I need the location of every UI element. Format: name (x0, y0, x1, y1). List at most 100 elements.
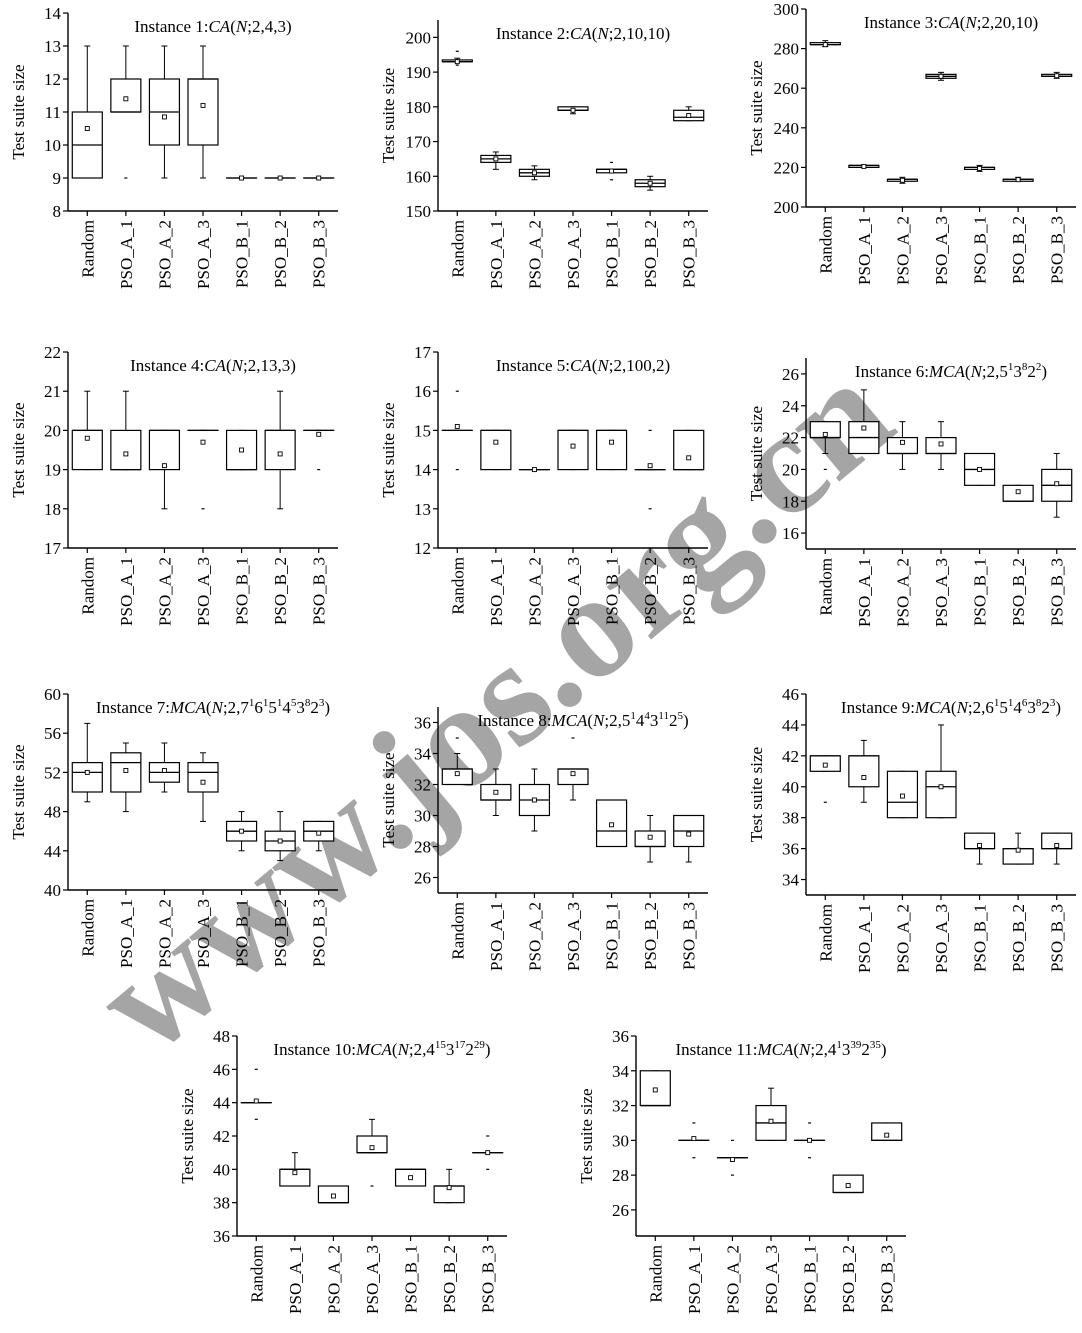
y-axis-label: Test suite size (178, 1088, 197, 1183)
chart-title: Instance 1:CA(N;2,4,3) (134, 17, 291, 36)
x-tick-label: PSO_B_2 (641, 902, 660, 970)
y-tick-label: 36 (782, 840, 799, 859)
box-PSO_B_2: PSO_B_2 (1002, 484, 1034, 626)
iqr-box (71, 761, 103, 793)
mean-marker (239, 447, 245, 453)
x-tick-label: PSO_A_3 (564, 557, 583, 626)
box-PSO_A_1: PSO_A_1 (480, 768, 512, 971)
x-tick-label: PSO_A_3 (363, 1245, 382, 1314)
y-tick-label: 36 (612, 1027, 629, 1046)
box-PSO_B_2: PSO_B_2 (264, 811, 296, 967)
box-PSO_A_2: PSO_A_2 (148, 429, 181, 626)
x-tick-label: PSO_A_1 (487, 220, 506, 289)
x-tick-label: PSO_A_3 (932, 558, 951, 627)
y-tick-label: 34 (782, 871, 800, 890)
chart-title: Instance 11:MCA(N;2,41​339​235​) (675, 1039, 886, 1059)
y-tick-label: 150 (406, 202, 432, 221)
box-Random: Random (441, 737, 473, 960)
mean-marker (1015, 489, 1021, 495)
panel-10: 36 38 40 42 44 46 48 Test suite size Instance 10… (178, 1027, 507, 1314)
box-PSO_A_3: PSO_A_3 (925, 71, 957, 285)
box-PSO_B_1: PSO_B_1 (963, 164, 996, 284)
mean-marker (1015, 177, 1021, 183)
box-PSO_A_1: PSO_A_1 (110, 45, 142, 289)
y-tick-label: 36 (414, 714, 431, 733)
mean-marker (239, 175, 245, 181)
x-tick-label: PSO_B_2 (641, 557, 660, 625)
box-PSO_B_2: PSO_B_2 (634, 815, 666, 970)
y-tick-label: 13 (414, 500, 431, 519)
x-tick-label: PSO_A_2 (525, 220, 544, 289)
y-tick-label: 26 (612, 1201, 629, 1220)
x-tick-label: PSO_A_3 (564, 220, 583, 289)
mean-marker (652, 1087, 658, 1093)
y-tick-label: 32 (414, 776, 431, 795)
x-tick-label: PSO_B_3 (1048, 558, 1067, 626)
box-PSO_A_2: PSO_A_2 (518, 467, 551, 626)
mean-marker (1054, 481, 1060, 487)
y-axis-label: Test suite size (747, 747, 766, 842)
y-tick-label: 60 (44, 685, 61, 704)
box-PSO_A_1: PSO_A_1 (110, 390, 142, 626)
mean-marker (277, 451, 283, 457)
chart-title: Instance 9:MCA(N;2,61​51​46​38​23​) (841, 697, 1061, 717)
y-tick-label: 18 (44, 500, 61, 519)
iqr-box (595, 429, 628, 471)
box-PSO_B_3: PSO_B_3 (871, 1122, 903, 1313)
mean-marker (861, 163, 867, 169)
y-tick-label: 19 (44, 461, 61, 480)
mean-marker (899, 439, 905, 445)
y-tick-label: 44 (213, 1094, 231, 1113)
x-tick-label: PSO_A_1 (286, 1245, 305, 1314)
iqr-box (925, 770, 957, 819)
panel-8: 26 28 30 32 34 36 Test suite size Instance 8:MC… (379, 707, 708, 971)
mean-marker (84, 435, 90, 441)
x-tick-label: PSO_A_3 (564, 902, 583, 971)
y-tick-label: 28 (612, 1166, 629, 1185)
y-tick-label: 240 (774, 119, 800, 138)
mean-marker (161, 114, 167, 120)
iqr-box (148, 429, 181, 471)
y-tick-label: 28 (414, 838, 431, 857)
y-tick-label: 11 (45, 103, 61, 122)
mean-marker (691, 1136, 697, 1142)
y-axis-label: Test suite size (747, 60, 766, 155)
iqr-box (187, 78, 219, 146)
y-tick-label: 180 (406, 98, 432, 117)
box-Random: Random (809, 755, 841, 962)
box-PSO_B_3: PSO_B_3 (472, 1135, 504, 1313)
x-tick-label: PSO_A_2 (525, 557, 544, 626)
mean-marker (454, 424, 460, 429)
x-tick-label: PSO_B_3 (1048, 904, 1067, 972)
box-PSO_A_2: PSO_A_2 (886, 421, 919, 627)
box-PSO_A_3: PSO_A_3 (925, 421, 957, 627)
mean-marker (531, 797, 537, 803)
box-PSO_B_1: PSO_B_1 (595, 799, 628, 970)
box-Random: Random (240, 1068, 272, 1303)
y-tick-label: 22 (44, 343, 61, 362)
y-tick-label: 200 (774, 198, 800, 217)
mean-marker (647, 463, 653, 469)
y-tick-label: 20 (782, 460, 799, 479)
mean-marker (200, 439, 206, 445)
y-axis-label: Test suite size (379, 68, 398, 163)
box-PSO_A_3: PSO_A_3 (557, 737, 589, 971)
chart-title: Instance 3:CA(N;2,20,10) (864, 13, 1038, 32)
box-Random: Random (809, 421, 841, 616)
y-tick-label: 190 (406, 63, 432, 82)
x-tick-label: PSO_A_2 (324, 1245, 343, 1314)
box-PSO_B_1: PSO_B_1 (225, 175, 258, 288)
panel-7: 40 44 48 52 56 60 Test suite size Instance 7:MC… (9, 685, 338, 968)
box-PSO_B_3: PSO_B_3 (303, 820, 335, 967)
box-PSO_B_1: PSO_B_1 (225, 429, 258, 625)
mean-marker (822, 762, 828, 768)
y-tick-label: 34 (612, 1062, 630, 1081)
y-axis-label: Test suite size (9, 64, 28, 159)
box-PSO_B_2: PSO_B_2 (433, 1168, 465, 1313)
iqr-box (480, 429, 512, 471)
y-tick-label: 42 (782, 747, 799, 766)
mean-marker (861, 425, 867, 431)
mean-marker (686, 831, 692, 837)
y-tick-label: 46 (213, 1060, 230, 1079)
box-PSO_B_3: PSO_B_3 (1041, 832, 1073, 972)
